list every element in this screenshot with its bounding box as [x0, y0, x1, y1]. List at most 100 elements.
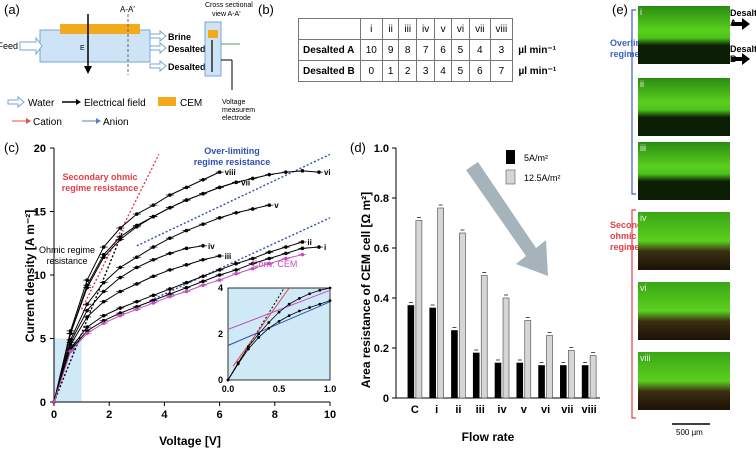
ann-secondary-1: Secondary ohmic — [62, 172, 137, 182]
table-header: iv — [416, 18, 436, 40]
d-ytick-label: 0.8 — [374, 193, 389, 205]
c-inset-point — [308, 306, 311, 309]
table-cell: 3 — [489, 39, 514, 61]
ann-secondary-2: regime resistance — [62, 183, 139, 193]
voltage-label-2: measurement — [222, 107, 255, 114]
table-cell: 5 — [450, 60, 471, 82]
d-bar — [502, 297, 510, 399]
table-cell: 1 — [381, 60, 400, 82]
d-bar — [560, 365, 567, 399]
c-series-label: iv — [208, 242, 215, 251]
d-xtick-label: iii — [476, 404, 485, 416]
d-bar — [516, 362, 524, 399]
table-header: iii — [398, 18, 418, 40]
d-xtick-label: ii — [455, 404, 461, 416]
c-fit-line — [150, 217, 331, 302]
row-label: Desalted A — [298, 39, 361, 61]
micrograph-iii: iii — [638, 142, 730, 200]
c-xtick-label: 8 — [272, 409, 278, 421]
ann-conv-cem: Conv. CEM — [252, 259, 297, 269]
ann-ohmic-1: Ohmic regime — [39, 245, 95, 255]
table-cell: 3 — [416, 60, 436, 82]
c-series-line — [53, 204, 270, 403]
d-bar — [524, 320, 532, 399]
e-label: E — [80, 45, 85, 52]
c-shade-region — [54, 338, 82, 402]
c-inset-point — [226, 378, 230, 382]
c-inset-xtick: 0.0 — [222, 384, 235, 394]
d-bar — [415, 220, 423, 399]
legend-water: Water — [28, 98, 55, 109]
d-bar — [538, 365, 545, 399]
micrograph-iv: iv — [638, 212, 730, 270]
d-xtick-label: vii — [561, 404, 573, 416]
c-series-line — [53, 254, 303, 403]
c-inset-point — [257, 332, 260, 336]
feed-label: Feed — [0, 41, 18, 51]
table-corner — [298, 18, 361, 40]
panel-label-d: (d) — [350, 140, 366, 155]
regime-second-label: Secondary ohmic regime — [610, 220, 657, 252]
c-inset-ytick: 0 — [218, 375, 223, 385]
table-cell: 4 — [434, 60, 452, 82]
c-inset-frame — [227, 287, 331, 381]
scale-label: 500 µm — [676, 428, 703, 437]
d-xtick-label: i — [435, 404, 438, 416]
d-ytick-label: 0 — [383, 393, 389, 405]
c-inset-point — [247, 347, 250, 351]
micrograph-viii: viii — [638, 352, 730, 410]
c-ytick-label: 5 — [40, 334, 46, 346]
arrow-desalted-b — [732, 53, 750, 65]
table-header: vii — [469, 18, 491, 40]
d-ytick-label: 0.2 — [374, 343, 389, 355]
c-inset-point — [328, 286, 332, 290]
d-bar — [581, 365, 589, 399]
desalted-b-micro-label: Desalted B — [730, 44, 756, 64]
c-inset-point — [247, 345, 250, 349]
d-bar — [459, 232, 466, 399]
c-xtick-label: 2 — [106, 409, 112, 421]
cross-sub: view A-A' — [212, 11, 241, 18]
schematic-diagram: A-A' E Feed Brine Desalted A Desalted B … — [0, 2, 255, 128]
d-bar — [407, 305, 415, 399]
c-xtick-label: 6 — [217, 409, 223, 421]
cem-strip — [60, 24, 140, 34]
d-xtick-label: viii — [581, 404, 596, 416]
d-bar — [437, 207, 444, 399]
c-inset-point — [277, 310, 281, 314]
table-row: Desalted B 0 1 2 3 4 5 6 7 µl min⁻¹ — [298, 60, 562, 82]
c-xlabel: Voltage [V] — [159, 434, 221, 448]
c-inset-point — [298, 296, 301, 300]
panel-label-a: (a) — [4, 2, 20, 17]
c-ytick-label: 10 — [34, 270, 46, 282]
desalted-b-label: Desalted B — [168, 62, 215, 72]
c-series-line — [53, 245, 204, 403]
voltage-label-1: Voltage — [222, 99, 245, 106]
d-ytick-label: 1.0 — [374, 143, 389, 155]
c-xtick-label: 4 — [161, 409, 168, 421]
legend-efield: Electrical field — [84, 98, 146, 109]
d-bar — [568, 350, 575, 399]
arrow-desalted-a — [732, 18, 750, 30]
c-inset-point — [298, 309, 301, 313]
table-header: viii — [489, 18, 514, 40]
ann-overlimiting-2: regime resistance — [194, 157, 271, 167]
legend-anion: Anion — [103, 117, 129, 128]
c-ytick-label: 15 — [34, 207, 46, 219]
table-header: vi — [450, 18, 471, 40]
table-cell: 6 — [434, 39, 452, 61]
trend-arrow — [466, 162, 548, 276]
c-inset-point — [277, 319, 281, 323]
d-bar — [429, 307, 436, 399]
table-cell: 9 — [381, 39, 400, 61]
voltage-label-3: electrode — [222, 115, 251, 122]
table-cell: 4 — [469, 39, 491, 61]
micrograph-panel: Overlimiting regime Secondary ohmic regime … — [610, 0, 756, 454]
d-ylabel: Area resistance of CEM cell [Ω m²] — [359, 192, 373, 388]
d-ytick-label: 0.4 — [374, 293, 390, 305]
c-ylabel: Current density [A m⁻²] — [23, 210, 37, 343]
c-inset-point — [257, 336, 260, 339]
row-unit: µl min⁻¹ — [518, 65, 557, 77]
